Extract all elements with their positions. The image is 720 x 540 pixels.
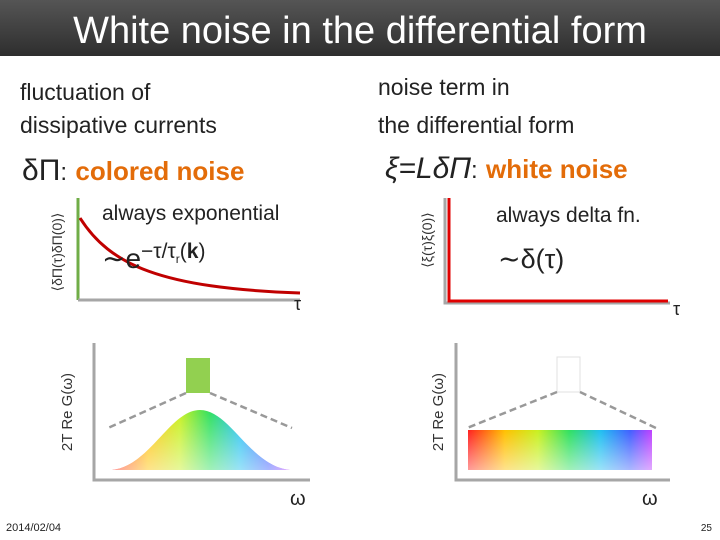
formula: ∼e−τ/τr(k) bbox=[102, 240, 205, 274]
peak-box bbox=[186, 358, 210, 393]
slide-title: White noise in the differential form bbox=[73, 10, 647, 52]
formula-base: ∼e bbox=[102, 243, 141, 274]
x-axis-label: ω bbox=[290, 488, 306, 510]
spectrum-shade bbox=[112, 410, 290, 470]
decay-curve bbox=[78, 217, 301, 295]
footer-date: 2014/02/04 bbox=[6, 522, 61, 534]
y-axis-label: 2T Re G(ω) bbox=[59, 373, 76, 451]
x-axis-label: τ bbox=[673, 299, 680, 319]
spectrum-axes bbox=[454, 343, 670, 482]
label: colored noise bbox=[75, 156, 244, 186]
heading-line: noise term in bbox=[378, 74, 510, 100]
y-axis-label: ⟨ξ(τ)ξ(0)⟩ bbox=[419, 212, 435, 267]
caption: always delta fn. bbox=[496, 204, 641, 227]
title-bar bbox=[0, 0, 720, 56]
guide-line bbox=[579, 390, 657, 430]
guide-line bbox=[466, 390, 558, 430]
y-axis-label: 2T Re G(ω) bbox=[430, 373, 447, 451]
delta-function bbox=[447, 198, 668, 303]
page-number: 25 bbox=[701, 523, 713, 534]
formula: ∼δ(τ) bbox=[498, 244, 564, 274]
formula-close: ) bbox=[198, 240, 205, 263]
guide-line bbox=[107, 391, 187, 430]
symbol: δΠ bbox=[22, 154, 60, 187]
heading-line: the differential form bbox=[378, 112, 574, 138]
peak-box bbox=[556, 356, 581, 393]
correlator-axes bbox=[443, 198, 670, 305]
formula-subscript: r bbox=[176, 252, 180, 266]
caption: always exponential bbox=[102, 202, 279, 225]
subheading: ξ=LδΠ: white noise bbox=[385, 152, 628, 185]
formula-argument: k bbox=[187, 240, 199, 263]
label: white noise bbox=[485, 154, 628, 184]
x-axis-label: ω bbox=[642, 488, 658, 510]
y-axis-label: ⟨δΠ(τ)δΠ(0)⟩ bbox=[49, 213, 65, 292]
subheading: δΠ: colored noise bbox=[22, 154, 244, 187]
heading-line: dissipative currents bbox=[20, 112, 217, 138]
spectrum-axes bbox=[92, 343, 310, 482]
x-axis-label: τ bbox=[294, 294, 301, 314]
separator: : bbox=[471, 157, 478, 184]
separator: : bbox=[60, 159, 67, 186]
heading-line: fluctuation of bbox=[20, 79, 151, 105]
formula-exponent: −τ/τ bbox=[141, 240, 176, 263]
spectrum-shade bbox=[468, 430, 652, 470]
symbol: ξ=LδΠ bbox=[385, 152, 471, 185]
formula-open: ( bbox=[180, 240, 187, 263]
guide-line bbox=[209, 391, 293, 430]
